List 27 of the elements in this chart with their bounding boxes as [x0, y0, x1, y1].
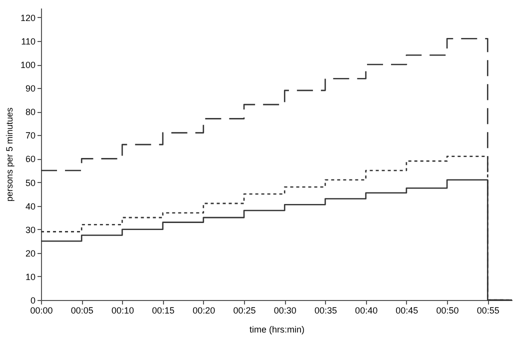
x-tick-label: 00:25 — [233, 306, 256, 316]
y-tick-label: 20 — [25, 248, 36, 258]
x-tick-label: 00:40 — [355, 306, 378, 316]
y-tick-label: 90 — [25, 84, 36, 94]
y-tick-label: 100 — [20, 60, 36, 70]
x-axis-title: time (hrs:min) — [249, 324, 305, 334]
x-tick-label: 00:30 — [274, 306, 296, 316]
x-tick-label: 00:20 — [192, 306, 216, 316]
y-axis-title: persons per 5 minutues — [4, 106, 14, 202]
y-tick-label: 50 — [25, 178, 36, 188]
y-tick-label: 70 — [25, 130, 36, 141]
y-tick-label: 60 — [25, 154, 36, 164]
y-tick-label: 10 — [25, 272, 36, 282]
y-tick-label: 120 — [20, 12, 36, 23]
x-tick-label: 00:35 — [314, 306, 337, 316]
y-tick-label: 40 — [25, 201, 36, 212]
y-tick-label: 0 — [30, 296, 36, 306]
x-tick-label: 00:00 — [30, 306, 53, 316]
y-tick-label: 80 — [25, 107, 36, 118]
x-tick-label: 00:05 — [70, 306, 94, 316]
x-tick-label: 00:50 — [436, 306, 459, 316]
x-tick-label: 00:10 — [111, 306, 134, 316]
x-tick-label: 00:45 — [396, 306, 418, 316]
x-tick-label: 00:55 — [476, 306, 500, 316]
y-tick-label: 110 — [21, 36, 36, 46]
x-tick-label: 00:15 — [152, 306, 175, 316]
y-tick-label: 30 — [25, 224, 36, 235]
